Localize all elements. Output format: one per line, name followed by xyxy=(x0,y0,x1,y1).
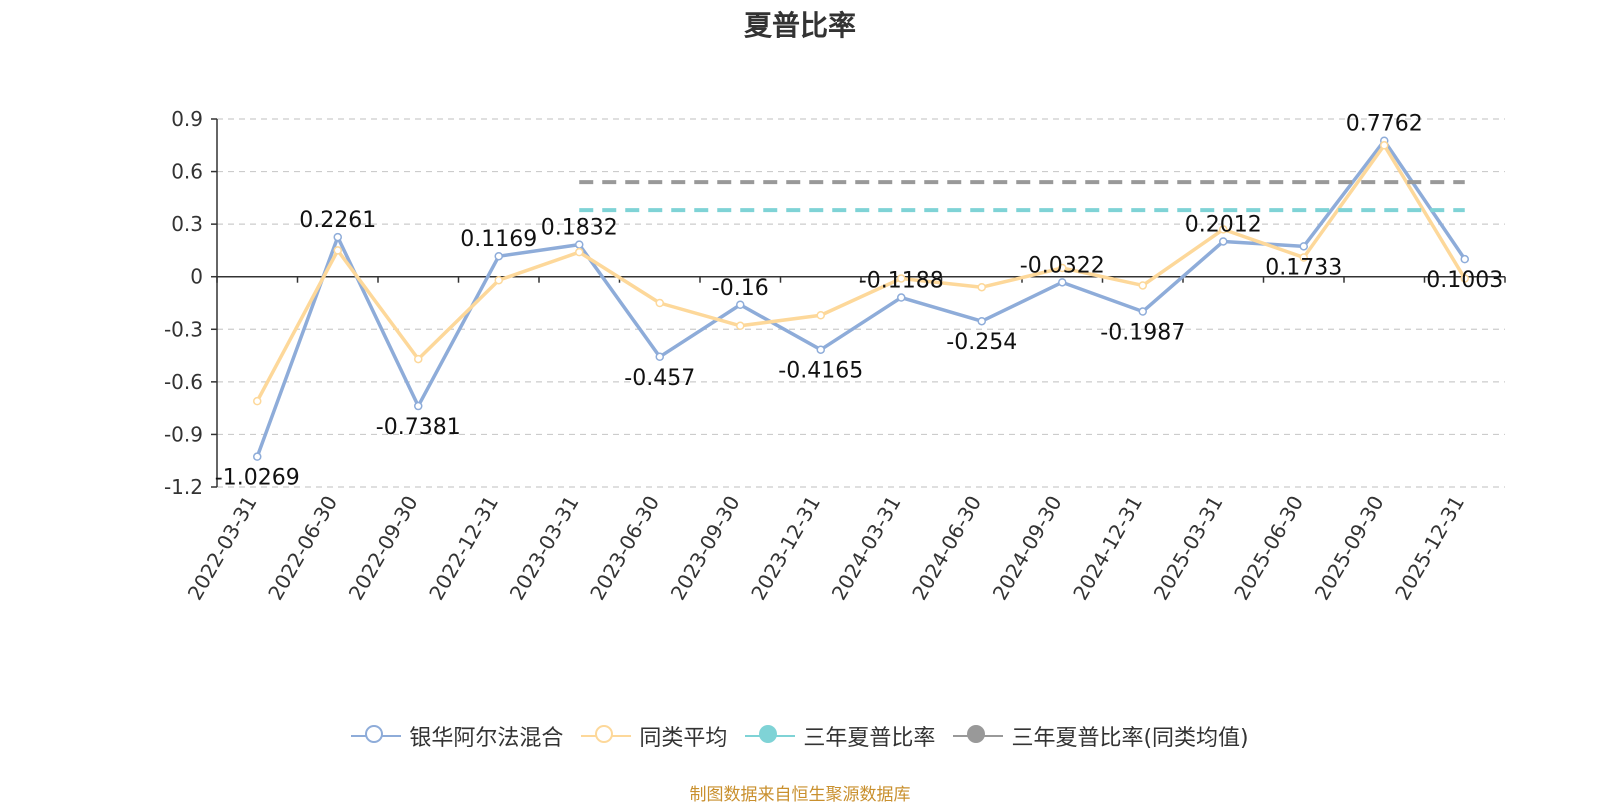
x-tick-label: 2022-12-31 xyxy=(424,492,503,605)
data-label-layer: -1.0269 0.2261 -0.7381 0.1169 0.1832 -0.457 -0… xyxy=(215,112,1503,491)
series-1-point xyxy=(575,247,584,257)
series-0-point xyxy=(1460,254,1469,264)
series-1-point xyxy=(736,321,745,331)
legend-marker-icon xyxy=(351,724,402,748)
source-note: 制图数据来自恒生聚源数据库 xyxy=(689,785,911,805)
series-0-point xyxy=(1058,278,1067,287)
legend-marker-icon xyxy=(581,724,632,748)
data-label: 0.7762 xyxy=(1346,112,1423,137)
series-1-line xyxy=(255,143,1467,402)
x-tick-label: 2023-03-31 xyxy=(505,492,584,605)
series-1-point xyxy=(494,275,503,285)
data-label: -0.1188 xyxy=(859,269,944,294)
series-1-point xyxy=(414,354,423,364)
legend-marker-icon xyxy=(745,724,796,748)
series-1-point xyxy=(333,246,342,255)
legend-item-2[interactable]: 三年夏普比率 xyxy=(745,720,935,752)
y-tick-label: 0.6 xyxy=(171,160,203,184)
series-1-point xyxy=(816,311,825,320)
y-tick-label: -0.6 xyxy=(164,370,203,394)
legend: 银华阿尔法混合 同类平均 三年夏普比率 三年夏普比率(同类均值) xyxy=(0,720,1600,752)
series-1-point xyxy=(1058,263,1067,273)
data-label: -1.0269 xyxy=(215,466,300,491)
series-0-point xyxy=(897,293,906,302)
series-1-point xyxy=(977,282,986,292)
data-label: 0.1733 xyxy=(1265,255,1342,280)
data-label: -0.254 xyxy=(946,330,1017,355)
x-tick-label: 2025-03-31 xyxy=(1149,492,1228,605)
x-tick-label: 2022-03-31 xyxy=(183,492,262,605)
legend-item-3[interactable]: 三年夏普比率(同类均值) xyxy=(953,720,1249,752)
data-label: -0.1987 xyxy=(1100,321,1185,346)
legend-label: 三年夏普比率 xyxy=(803,726,936,751)
data-label: 0.2012 xyxy=(1185,212,1262,237)
legend-item-0[interactable]: 银华阿尔法混合 xyxy=(351,720,563,752)
legend-label: 同类平均 xyxy=(639,726,728,751)
data-label: 0.1003 xyxy=(1426,268,1503,293)
series-layer xyxy=(253,136,1469,461)
y-tick-label: -1.2 xyxy=(164,475,203,499)
y-tick-label: -0.3 xyxy=(164,317,203,341)
x-tick-label: 2024-06-30 xyxy=(907,492,986,605)
data-label: -0.457 xyxy=(624,366,695,391)
legend-marker-icon xyxy=(953,724,1004,748)
y-tick-label: 0 xyxy=(190,265,203,289)
data-label: -0.0322 xyxy=(1020,253,1105,278)
series-1-point xyxy=(1460,274,1469,283)
series-0-point xyxy=(253,452,262,461)
y-tick-label: 0.3 xyxy=(171,212,203,236)
series-0-point xyxy=(1138,307,1147,316)
series-0-point xyxy=(736,300,745,310)
series-1-point xyxy=(1138,281,1147,290)
series-0-point xyxy=(575,240,584,249)
x-tick-label: 2023-12-31 xyxy=(746,492,825,605)
series-1-point xyxy=(1299,253,1308,262)
series-0-point xyxy=(494,251,503,261)
series-0-point xyxy=(333,232,342,242)
legend-label: 三年夏普比率(同类均值) xyxy=(1011,726,1249,751)
series-1-point xyxy=(1219,225,1228,234)
legend-item-1[interactable]: 同类平均 xyxy=(581,720,727,752)
series-0-point xyxy=(655,352,664,362)
series-0-point xyxy=(1219,237,1228,246)
series-0-point xyxy=(1299,242,1308,251)
series-0-point xyxy=(977,316,986,326)
legend-label: 银华阿尔法混合 xyxy=(409,726,564,751)
data-label: -0.7381 xyxy=(376,415,461,440)
data-label: -0.16 xyxy=(712,276,769,301)
y-tick-label: -0.9 xyxy=(164,422,203,446)
x-tick-label: 2025-12-31 xyxy=(1390,492,1469,605)
series-1-point xyxy=(253,396,262,406)
data-label: 0.1169 xyxy=(460,227,537,252)
y-tick-label: 0.9 xyxy=(171,107,203,131)
x-tick-label: 2022-06-30 xyxy=(263,492,342,605)
x-tick-label: 2025-06-30 xyxy=(1229,492,1308,605)
x-tick-label: 2024-12-31 xyxy=(1068,492,1147,605)
x-tick-label: 2023-09-30 xyxy=(666,492,745,605)
x-tick-label: 2022-09-30 xyxy=(344,492,423,605)
series-1-point xyxy=(655,298,664,308)
x-tick-label: 2024-09-30 xyxy=(988,492,1067,605)
series-1-point xyxy=(1380,141,1389,150)
series-0-point xyxy=(414,401,423,411)
data-label: -0.4165 xyxy=(778,359,863,384)
x-tick-label: 2024-03-31 xyxy=(827,492,906,605)
data-label: 0.1832 xyxy=(541,216,618,241)
data-label: 0.2261 xyxy=(299,208,376,233)
series-0-point xyxy=(816,345,825,354)
x-tick-label: 2023-06-30 xyxy=(585,492,664,605)
series-1-point xyxy=(897,274,906,283)
chart-title: 夏普比率 xyxy=(743,9,856,42)
x-tick-label: 2025-09-30 xyxy=(1310,492,1389,605)
